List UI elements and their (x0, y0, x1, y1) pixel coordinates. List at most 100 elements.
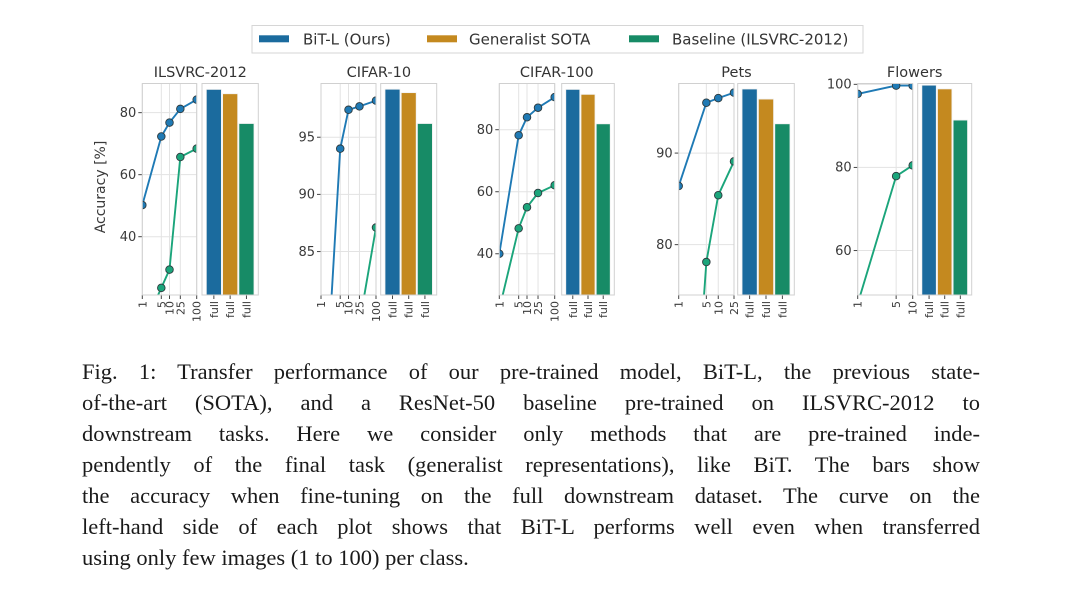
full-data-bar-axes: full full full (737, 83, 795, 318)
bar-sota (758, 98, 774, 295)
series-baseline-point (165, 265, 174, 274)
y-tick-label: 90 (656, 146, 673, 161)
axes-background (857, 83, 913, 295)
series-bitl-point (729, 88, 735, 97)
x-tick-label: 10 (521, 301, 534, 315)
caption-line: Fig. 1: Transfer performance of our pre-… (82, 359, 980, 384)
bars (565, 88, 611, 295)
series-bitl-point (714, 93, 723, 103)
bars (921, 84, 968, 295)
x-tick-label: full (760, 301, 773, 318)
x-tick-label: 100 (549, 301, 562, 322)
axes-frame (201, 83, 259, 296)
series-bitl-point (371, 96, 376, 105)
axes-frame (561, 83, 615, 296)
series-bitl-point (157, 132, 166, 141)
legend-label-baseline: Baseline (ILSVRC-2012) (672, 31, 848, 49)
bars (205, 88, 255, 295)
x-tick-label: 100 (191, 301, 204, 322)
caption-line: pendently of the final task (generalist … (82, 452, 980, 477)
x-tick-label: 25 (728, 301, 741, 315)
series-bitl (678, 88, 735, 191)
x-tick-label: full (240, 301, 253, 318)
bar-sota (400, 92, 417, 295)
series-baseline-point (514, 224, 523, 233)
x-tick-label: full (403, 301, 416, 318)
axes-frame (141, 83, 198, 296)
series-baseline-point (908, 161, 913, 170)
legend-swatch-baseline (629, 35, 659, 43)
series-bitl-point (702, 98, 711, 107)
x-tick-label: full (419, 301, 432, 318)
y-tick-label: 80 (477, 123, 494, 138)
axes-frame (678, 83, 735, 296)
series-bitl (330, 96, 376, 295)
x-tick-label: full (208, 301, 221, 318)
y-tick-label: 80 (835, 161, 852, 176)
x-tick-label: 25 (532, 301, 545, 315)
legend-item-bitl: BiT-L (Ours) (259, 31, 391, 49)
axes-frame (857, 83, 914, 296)
series-bitl-point (514, 131, 523, 140)
bar-bitl (384, 88, 401, 295)
x-tick-label: 5 (334, 301, 347, 308)
x-tick-label: 1 (493, 301, 506, 308)
series-baseline (139, 144, 197, 335)
series-baseline-point (157, 283, 166, 293)
x-tick-label: 5 (700, 301, 713, 308)
bars (741, 88, 791, 295)
bars (384, 88, 433, 295)
legend-label-bitl: BiT-L (Ours) (303, 31, 391, 49)
x-tick-label: 1 (315, 301, 328, 308)
full-data-bar-axes: full full full (380, 83, 438, 318)
series-baseline-point (176, 152, 185, 162)
y-tick-label: 60 (835, 244, 852, 259)
series-baseline-point (139, 327, 147, 335)
series-bitl-point (355, 102, 364, 111)
x-tick-label: 10 (164, 301, 177, 315)
panel-title: CIFAR-10 (347, 65, 412, 81)
x-tick-label: full (597, 301, 610, 318)
y-tick-label: 60 (477, 185, 494, 200)
caption-line: left-hand side of each plot shows that B… (82, 514, 980, 539)
panel-title: Pets (721, 65, 751, 81)
y-tick-label: 60 (120, 168, 137, 183)
x-tick-label: 10 (343, 301, 356, 315)
bar-baseline (417, 123, 433, 295)
bar-baseline (595, 123, 611, 295)
axes-frame (320, 83, 377, 296)
caption-line: using only few images (1 to 100) per cla… (82, 545, 469, 570)
axes-frame (737, 83, 795, 296)
series-bitl-point (344, 105, 353, 115)
x-tick-label: 10 (712, 301, 725, 315)
series-baseline (501, 180, 555, 295)
few-shot-axes: 80 90 1 510 25 (656, 83, 741, 315)
panel-title: ILSVRC-2012 (154, 65, 247, 81)
bar-bitl (741, 88, 758, 295)
caption-line: downstream tasks. Here we consider only … (82, 421, 980, 446)
bar-bitl (205, 88, 222, 295)
series-baseline (363, 223, 376, 295)
x-tick-label: full (939, 301, 952, 318)
bar-sota (580, 93, 596, 295)
series-baseline-line (703, 160, 735, 295)
series-bitl-point (533, 103, 543, 112)
bar-bitl (565, 88, 581, 295)
legend: BiT-L (Ours) Generalist SOTA Baseline (I… (251, 25, 864, 54)
legend-swatch-bitl (259, 35, 289, 43)
x-tick-label: 10 (907, 301, 920, 315)
series-bitl-point (908, 83, 913, 90)
y-axis-label: Accuracy [%] (93, 141, 109, 234)
x-tick-label: full (923, 301, 936, 318)
series-baseline-point (702, 257, 711, 267)
x-tick-label: full (954, 301, 967, 318)
series-bitl-point (335, 144, 345, 153)
x-tick-label: 25 (353, 301, 366, 315)
series-baseline-point (371, 223, 376, 232)
